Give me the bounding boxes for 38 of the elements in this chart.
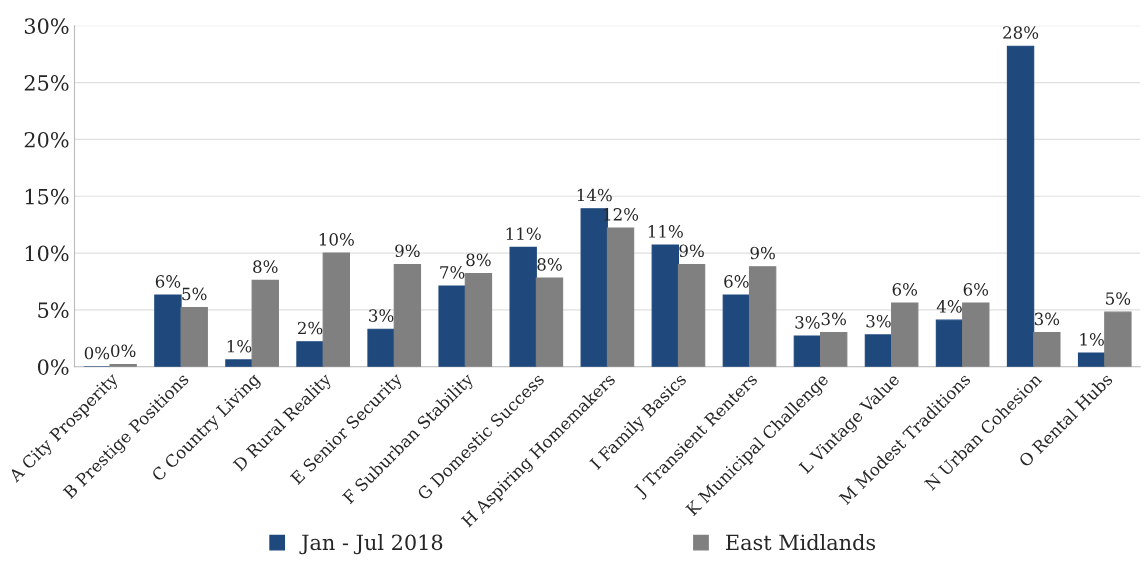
data-label: 1% [1080,333,1104,346]
legend-label: East Midlands [726,534,876,551]
y-tick-label: 20% [24,131,69,148]
data-label: 0% [111,344,136,358]
data-label: 9% [750,246,775,260]
data-label: 6% [892,283,918,296]
y-tick-label: 30% [24,18,69,34]
data-label: 5% [1106,292,1131,305]
data-label: 3% [866,314,891,328]
legend-label: Jan - Jul 2018 [299,534,443,555]
data-label: 28% [1003,26,1039,39]
data-label: 6% [155,275,181,288]
data-label: 11% [648,225,683,238]
data-label: 7% [440,266,465,279]
data-label: 6% [963,283,989,296]
data-label: 11% [506,227,541,240]
data-label: 10% [319,233,354,246]
data-label: 14% [577,188,612,202]
data-label: 5% [182,287,207,301]
data-label: 8% [253,260,278,273]
data-label: 1% [227,339,252,353]
y-tick-label: 0% [37,359,69,375]
y-tick-label: 15% [25,188,69,205]
y-tick-label: 10% [25,245,69,262]
data-label: 3% [369,309,394,322]
data-label: 8% [466,253,491,267]
y-tick-label: 25% [24,75,69,91]
data-label: 6% [724,275,749,288]
y-tick-label: 5% [38,302,69,319]
data-label: 3% [795,316,820,329]
data-label: 9% [679,244,704,258]
data-label: 0% [84,346,110,360]
data-label: 2% [297,321,323,335]
data-label: 8% [537,258,562,271]
data-label: 4% [936,300,962,313]
data-label: 9% [395,244,420,258]
data-label: 3% [1034,312,1060,326]
data-label: 3% [821,312,846,326]
